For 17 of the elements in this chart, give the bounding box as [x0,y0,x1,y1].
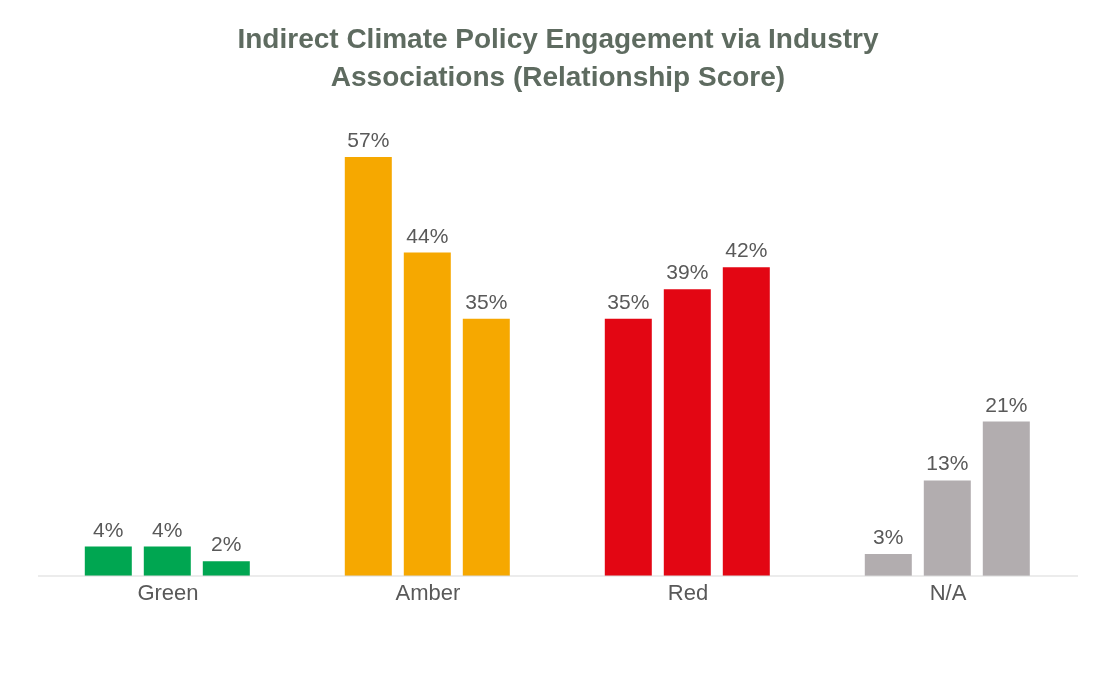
data-label: 2% [211,532,242,556]
x-tick-label: Red [667,579,709,605]
x-tick-label: Green [137,579,199,605]
data-label: 3% [873,524,904,548]
data-label: 39% [666,260,709,284]
data-label: 4% [152,517,183,541]
x-tick-label: Amber [395,579,461,605]
data-label: 4% [93,517,124,541]
data-label: 35% [465,289,508,313]
data-label: 44% [406,223,449,247]
x-tick-label: N/A [929,579,967,605]
data-label: 57% [347,127,390,151]
data-label: 35% [607,289,650,313]
data-label: 13% [926,451,969,475]
chart-title: Indirect Climate Policy Engagement via Industry Associations (Relationship Score) [236,22,880,94]
data-label: 21% [985,392,1028,416]
data-label: 42% [725,238,768,262]
